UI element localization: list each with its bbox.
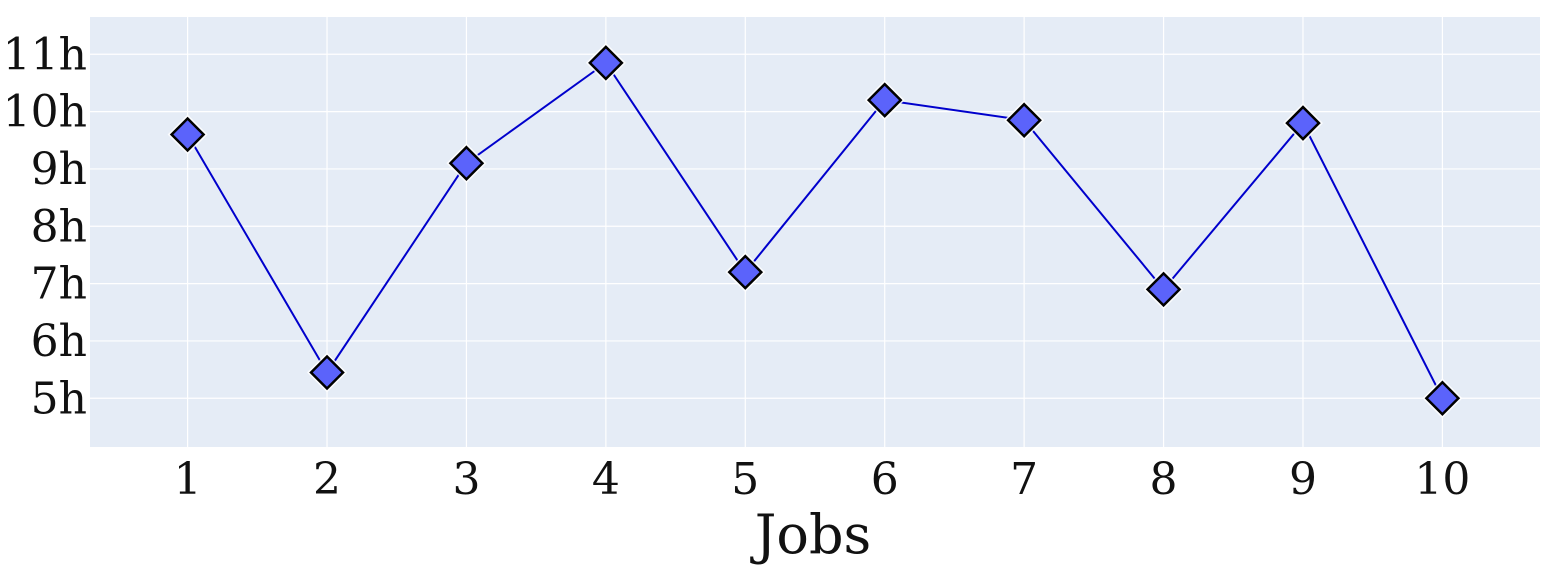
data-point bbox=[448, 145, 485, 181]
y-tick-label: 6h bbox=[31, 316, 87, 367]
data-point bbox=[588, 45, 624, 81]
y-tick-label: 5h bbox=[31, 373, 87, 424]
y-tick-label: 11h bbox=[3, 29, 87, 80]
x-tick-label: 3 bbox=[452, 454, 480, 505]
data-point bbox=[1145, 271, 1182, 308]
data-point bbox=[1006, 102, 1042, 138]
y-tick-labels: 5h 6h 7h 8h 9h 10h 11h bbox=[3, 29, 87, 424]
data-point bbox=[1424, 380, 1461, 417]
x-tick-label: 8 bbox=[1150, 454, 1178, 505]
data-point bbox=[866, 82, 903, 118]
x-tick-label: 4 bbox=[592, 454, 620, 505]
x-tick-label: 2 bbox=[313, 454, 341, 505]
x-tick-label: 1 bbox=[174, 454, 202, 505]
x-tick-label: 7 bbox=[1010, 454, 1038, 505]
data-point bbox=[309, 354, 345, 391]
y-tick-label: 9h bbox=[31, 144, 87, 195]
x-axis-label: Jobs bbox=[750, 503, 871, 566]
data-series bbox=[167, 42, 1463, 419]
data-point bbox=[169, 116, 206, 153]
plot-background bbox=[90, 17, 1540, 447]
y-tick-label: 10h bbox=[3, 87, 87, 138]
data-point bbox=[727, 254, 764, 290]
y-tick-label: 7h bbox=[31, 259, 87, 310]
y-tick-label: 8h bbox=[31, 201, 87, 252]
series-line bbox=[186, 61, 1444, 399]
x-tick-label: 9 bbox=[1289, 454, 1317, 505]
x-tick-label: 5 bbox=[731, 454, 759, 505]
x-tick-label: 10 bbox=[1414, 454, 1470, 505]
y-gridlines bbox=[90, 53, 1540, 399]
data-point bbox=[1285, 105, 1321, 141]
x-gridlines bbox=[186, 17, 1444, 447]
x-tick-labels: 1 2 3 4 5 6 7 8 9 10 bbox=[174, 454, 1471, 505]
x-tick-label: 6 bbox=[871, 454, 899, 505]
